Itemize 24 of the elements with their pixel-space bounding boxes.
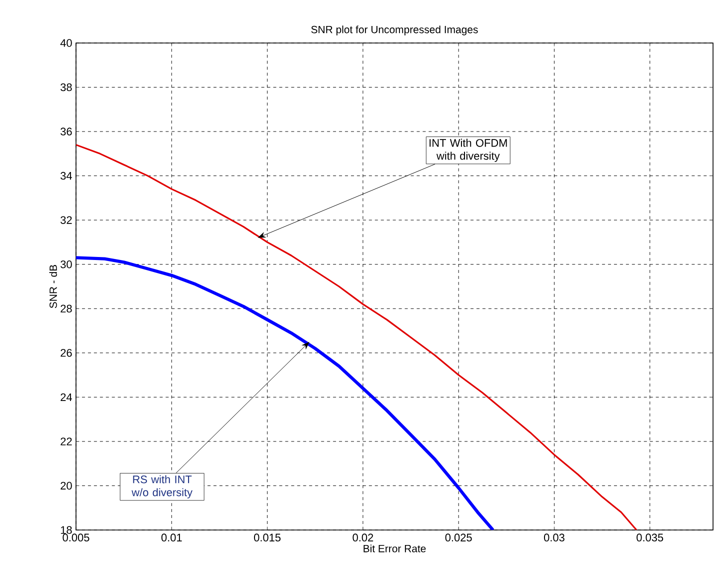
y-tick-label: 28 [60, 304, 72, 313]
x-axis-title: Bit Error Rate [364, 544, 426, 552]
annotation: INT With OFDM with diversity [430, 138, 507, 162]
chart-title: SNR plot for Uncompressed Images [311, 26, 478, 36]
x-tick-label: 0.02 [352, 534, 374, 542]
y-axis-title: SNR - dB [49, 264, 57, 308]
x-tick-label: 0.005 [62, 534, 90, 542]
x-tick-label: 0.01 [161, 534, 182, 542]
x-tick-label: 0.035 [636, 534, 664, 542]
y-tick-label: 32 [60, 216, 72, 224]
x-tick-label: 0.025 [445, 534, 472, 542]
y-tick-label: 34 [60, 172, 72, 180]
y-tick-label: 38 [60, 83, 72, 92]
y-tick-label: 20 [60, 482, 72, 490]
y-tick-label: 36 [60, 128, 72, 136]
x-tick-label: 0.03 [544, 534, 564, 542]
annotation: RS with INT w/o diversity [132, 475, 192, 498]
y-tick-label: 18 [60, 526, 72, 534]
x-tick-label: 0.015 [254, 534, 281, 542]
y-tick-label: 26 [60, 349, 72, 357]
y-tick-label: 24 [60, 393, 72, 401]
y-tick-label: 40 [60, 39, 72, 47]
y-tick-label: 30 [60, 260, 72, 268]
y-tick-label: 22 [60, 438, 72, 446]
